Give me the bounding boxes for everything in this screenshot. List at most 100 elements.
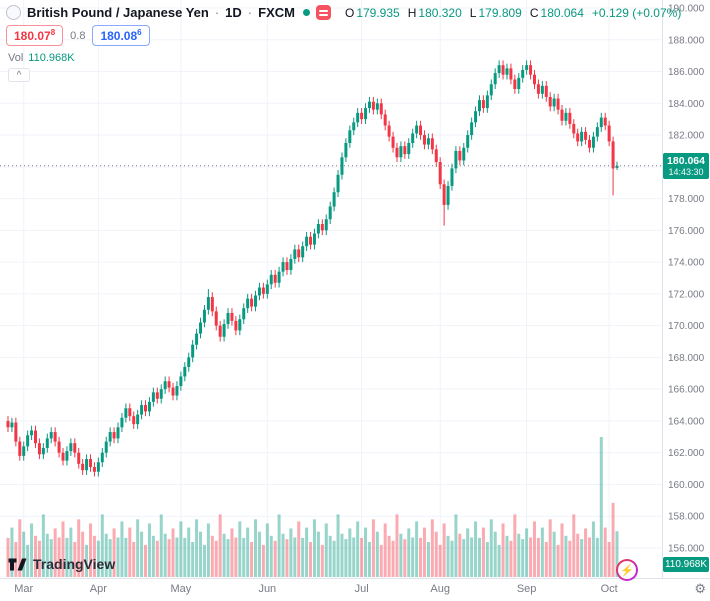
candle-body [144,405,148,412]
volume-bar [273,540,277,577]
candle-body [603,117,607,126]
volume-bar [438,544,442,577]
quick-trade-button[interactable]: ⚡ [616,559,638,581]
candle-body [387,125,391,137]
volume-value: 110.968K [28,52,75,64]
candle-body [246,298,250,309]
volume-bar [183,537,187,577]
volume-bar [112,528,116,577]
volume-bar [309,542,313,577]
volume-bar [246,527,250,577]
volume-bar [53,528,57,577]
candle-body [37,443,41,455]
candle-body [442,184,446,205]
low-value: 179.809 [478,5,522,20]
time-axis[interactable]: Mar Apr May Jun Jul Aug Sep Oct [0,578,710,601]
candle-body [544,85,548,97]
volume-bar [136,519,140,577]
volume-bar [281,533,285,577]
time-axis-label: Jun [258,583,277,595]
candle-body [497,65,501,74]
volume-bar [474,521,478,577]
candle-body [560,109,564,121]
volume-bar [379,544,383,577]
svg-text:160.000: 160.000 [668,480,705,491]
candle-body [513,79,517,89]
candle-body [309,236,313,245]
volume-bar [147,523,151,577]
volume-bar [415,521,419,577]
time-axis-label: Apr [89,583,107,595]
candle-body [132,416,136,425]
volume-bar [312,519,316,577]
time-axis-label: Aug [430,583,450,595]
candle-body [434,149,438,163]
candles-layer [6,60,619,477]
volume-bar [230,528,234,577]
volume-bar [100,514,104,577]
volume-bar [446,535,450,577]
candle-body [367,101,371,109]
buy-button[interactable]: 180.086 [92,25,150,46]
candle-body [485,95,489,109]
candle-body [532,74,536,85]
candle-body [159,389,163,399]
volume-bar [254,519,258,577]
volume-bar [391,540,395,577]
volume-bar [320,544,324,577]
bar-countdown: 14:43:30 [668,166,704,177]
candle-body [580,131,584,142]
volume-bar [26,544,30,577]
volume-bar [238,521,242,577]
volume-bar [540,527,544,577]
candle-body [395,147,399,158]
candle-body [281,262,285,272]
sell-button[interactable]: 180.078 [6,25,64,46]
volume-bar [348,528,352,577]
sell-price-sup: 8 [50,28,56,37]
candle-body [140,405,144,415]
collapse-legend-button[interactable]: ^ [8,68,30,82]
volume-bar [532,521,536,577]
svg-text:176.000: 176.000 [668,226,705,237]
volume-bar [214,540,218,577]
volume-bar [477,537,481,577]
volume-bar [128,527,132,577]
market-status-icon[interactable] [302,9,310,16]
volume-bar [419,537,423,577]
candle-body [45,438,49,448]
settings-gear-icon[interactable]: ⚙ [694,581,706,597]
volume-bar [6,537,10,577]
candle-body [108,432,112,442]
price-chart[interactable]: 190.000 188.000 186.000 184.000 182.000 180.0… [0,0,710,578]
volume-bar [450,540,454,577]
volume-bar [65,537,69,577]
price-axis[interactable] [663,0,710,578]
low-label: L [469,5,477,20]
volume-bar [344,539,348,577]
candle-body [34,430,38,444]
volume-bar [104,533,108,577]
candle-body [293,249,297,259]
candle-body [167,381,171,388]
candle-body [116,427,120,439]
svg-text:188.000: 188.000 [668,35,705,46]
candle-body [391,136,395,148]
svg-text:172.000: 172.000 [668,289,705,300]
exchange-label[interactable]: FXCM [258,5,295,20]
tradingview-logo[interactable]: TradingView [8,556,115,572]
trading-panel-icon[interactable] [315,5,331,20]
candle-body [81,463,85,471]
volume-bar [517,533,521,577]
volume-bar [132,542,136,577]
interval-button[interactable]: 1D [225,5,242,20]
candle-body [595,127,599,137]
candle-body [407,143,411,155]
volume-bar [615,531,619,577]
open-value: 179.935 [356,5,400,20]
symbol-name[interactable]: British Pound / Japanese Yen [27,5,209,20]
candle-body [540,85,544,94]
volume-bar [18,519,22,577]
candle-body [10,422,14,428]
volume-bar [395,514,399,577]
